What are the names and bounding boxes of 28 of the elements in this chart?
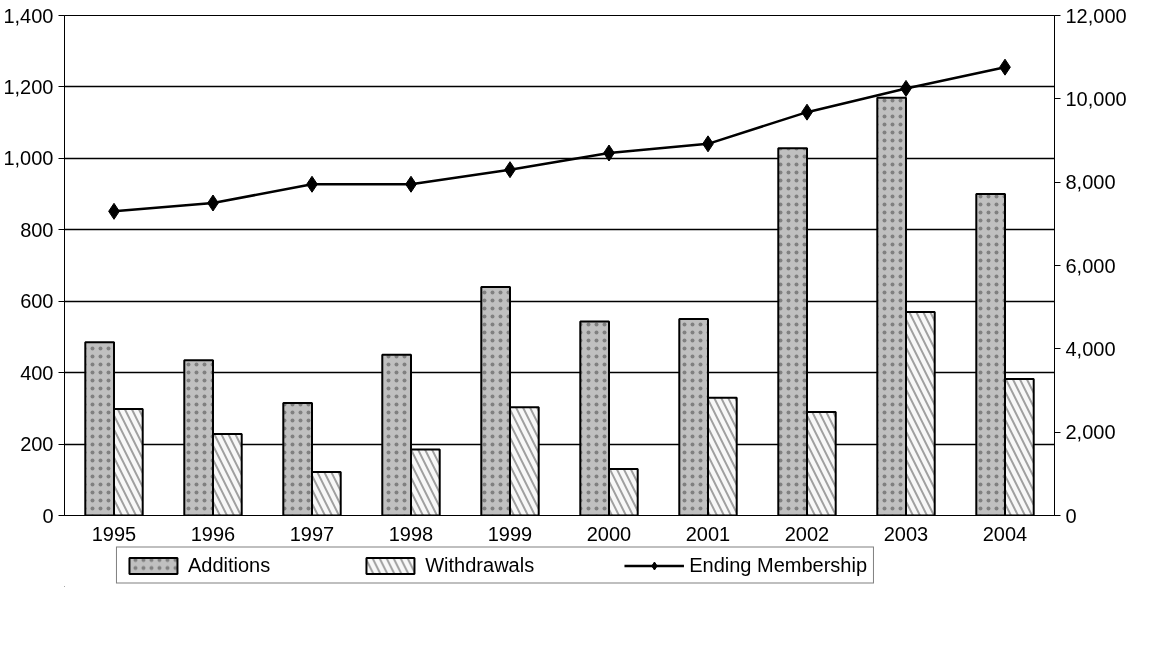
x-tick-label: 1995 [91, 522, 137, 545]
y2-tick-label: 6,000 [1065, 254, 1116, 277]
y2-tick-label: 10,000 [1065, 87, 1127, 110]
x-tick-label: 1996 [190, 522, 236, 545]
y-tick-label: 1,000 [3, 147, 54, 170]
x-tick-label: 1998 [388, 522, 434, 545]
x-tick-label: 1999 [487, 522, 533, 545]
x-tick-label: 2004 [982, 522, 1028, 545]
x-tick-label: 1997 [289, 522, 335, 545]
legend-label: Additions [187, 553, 271, 577]
x-tick-label: 2000 [586, 522, 632, 545]
y2-tick-label: 2,000 [1065, 421, 1116, 444]
y-tick-label: 400 [20, 361, 54, 384]
y-tick-label: 200 [20, 433, 54, 456]
y2-tick-label: 4,000 [1065, 337, 1116, 360]
y2-tick-label: 0 [1065, 504, 1077, 527]
x-tick-label: 2002 [784, 522, 830, 545]
x-tick-label: 2003 [883, 522, 929, 545]
y-tick-label: 600 [20, 290, 54, 313]
legend-label: Ending Membership [689, 553, 868, 577]
x-tick-label: 2001 [685, 522, 731, 545]
y-tick-label: 1,200 [3, 75, 54, 98]
y-tick-label: 0 [42, 504, 54, 527]
y2-tick-label: 12,000 [1065, 4, 1127, 27]
y2-tick-label: 8,000 [1065, 171, 1116, 194]
y-tick-label: 800 [20, 218, 54, 241]
y-tick-label: 1,400 [3, 4, 54, 27]
legend-label: Withdrawals [425, 553, 535, 577]
